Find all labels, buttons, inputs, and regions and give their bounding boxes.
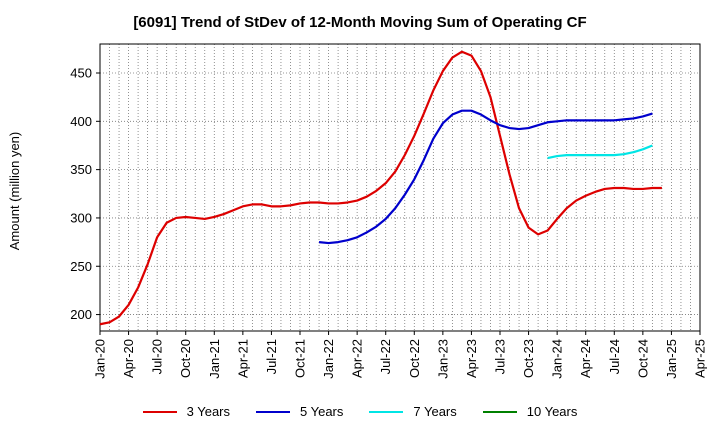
x-tick-label: Jul-24	[607, 339, 622, 374]
y-tick-label: 400	[70, 114, 92, 129]
legend-item: 5 Years	[256, 404, 343, 419]
plot-frame	[99, 43, 701, 332]
x-tick-label: Apr-21	[235, 339, 250, 378]
y-axis-label: Amount (million yen)	[7, 132, 22, 251]
legend-swatch	[142, 410, 177, 413]
x-tick-label: Jul-22	[378, 339, 393, 374]
y-tick-label: 350	[70, 162, 92, 177]
x-tick-label: Oct-21	[293, 339, 308, 378]
x-tick-label: Oct-20	[178, 339, 193, 378]
x-tick-label: Oct-23	[521, 339, 536, 378]
legend-label: 3 Years	[186, 404, 230, 419]
legend-swatch	[369, 410, 404, 413]
y-tick-label: 250	[70, 259, 92, 274]
x-tick-label: Apr-24	[578, 339, 593, 378]
x-tick-label: Apr-20	[121, 339, 136, 378]
x-tick-label: Oct-22	[407, 339, 422, 378]
legend-label: 5 Years	[300, 404, 344, 419]
chart-title: [6091] Trend of StDev of 12-Month Moving…	[133, 14, 587, 31]
x-tick-label: Jan-25	[664, 339, 679, 379]
y-tick-label: 450	[70, 65, 92, 80]
legend-label: 10 Years	[526, 404, 578, 419]
legend-item: 10 Years	[482, 404, 578, 419]
y-tick-label: 300	[70, 210, 92, 225]
x-tick-label: Jan-24	[550, 339, 565, 379]
x-tick-label: Jan-21	[207, 339, 222, 379]
legend: 3 Years 5 Years 7 Years 10 Years	[0, 404, 720, 419]
x-tick-label: Apr-23	[464, 339, 479, 378]
x-tick-label: Jan-23	[435, 339, 450, 379]
x-tick-label: Jul-20	[150, 339, 165, 374]
x-tick-label: Jan-22	[321, 339, 336, 379]
y-tick-label: 200	[70, 307, 92, 322]
x-tick-label: Oct-24	[635, 339, 650, 378]
x-tick-label: Jan-20	[93, 339, 108, 379]
series-line-3-years	[99, 50, 662, 326]
legend-item: 3 Years	[142, 404, 230, 419]
legend-label: 7 Years	[413, 404, 457, 419]
series-line-5-years	[318, 109, 653, 245]
legend-item: 7 Years	[369, 404, 457, 419]
series-line-7-years	[547, 144, 653, 160]
legend-swatch	[256, 410, 290, 413]
x-tick-label: Apr-22	[350, 339, 365, 378]
legend-swatch	[482, 410, 517, 413]
x-tick-label: Jul-21	[264, 339, 279, 374]
x-tick-label: Apr-25	[693, 339, 708, 378]
x-tick-label: Jul-23	[493, 339, 508, 374]
